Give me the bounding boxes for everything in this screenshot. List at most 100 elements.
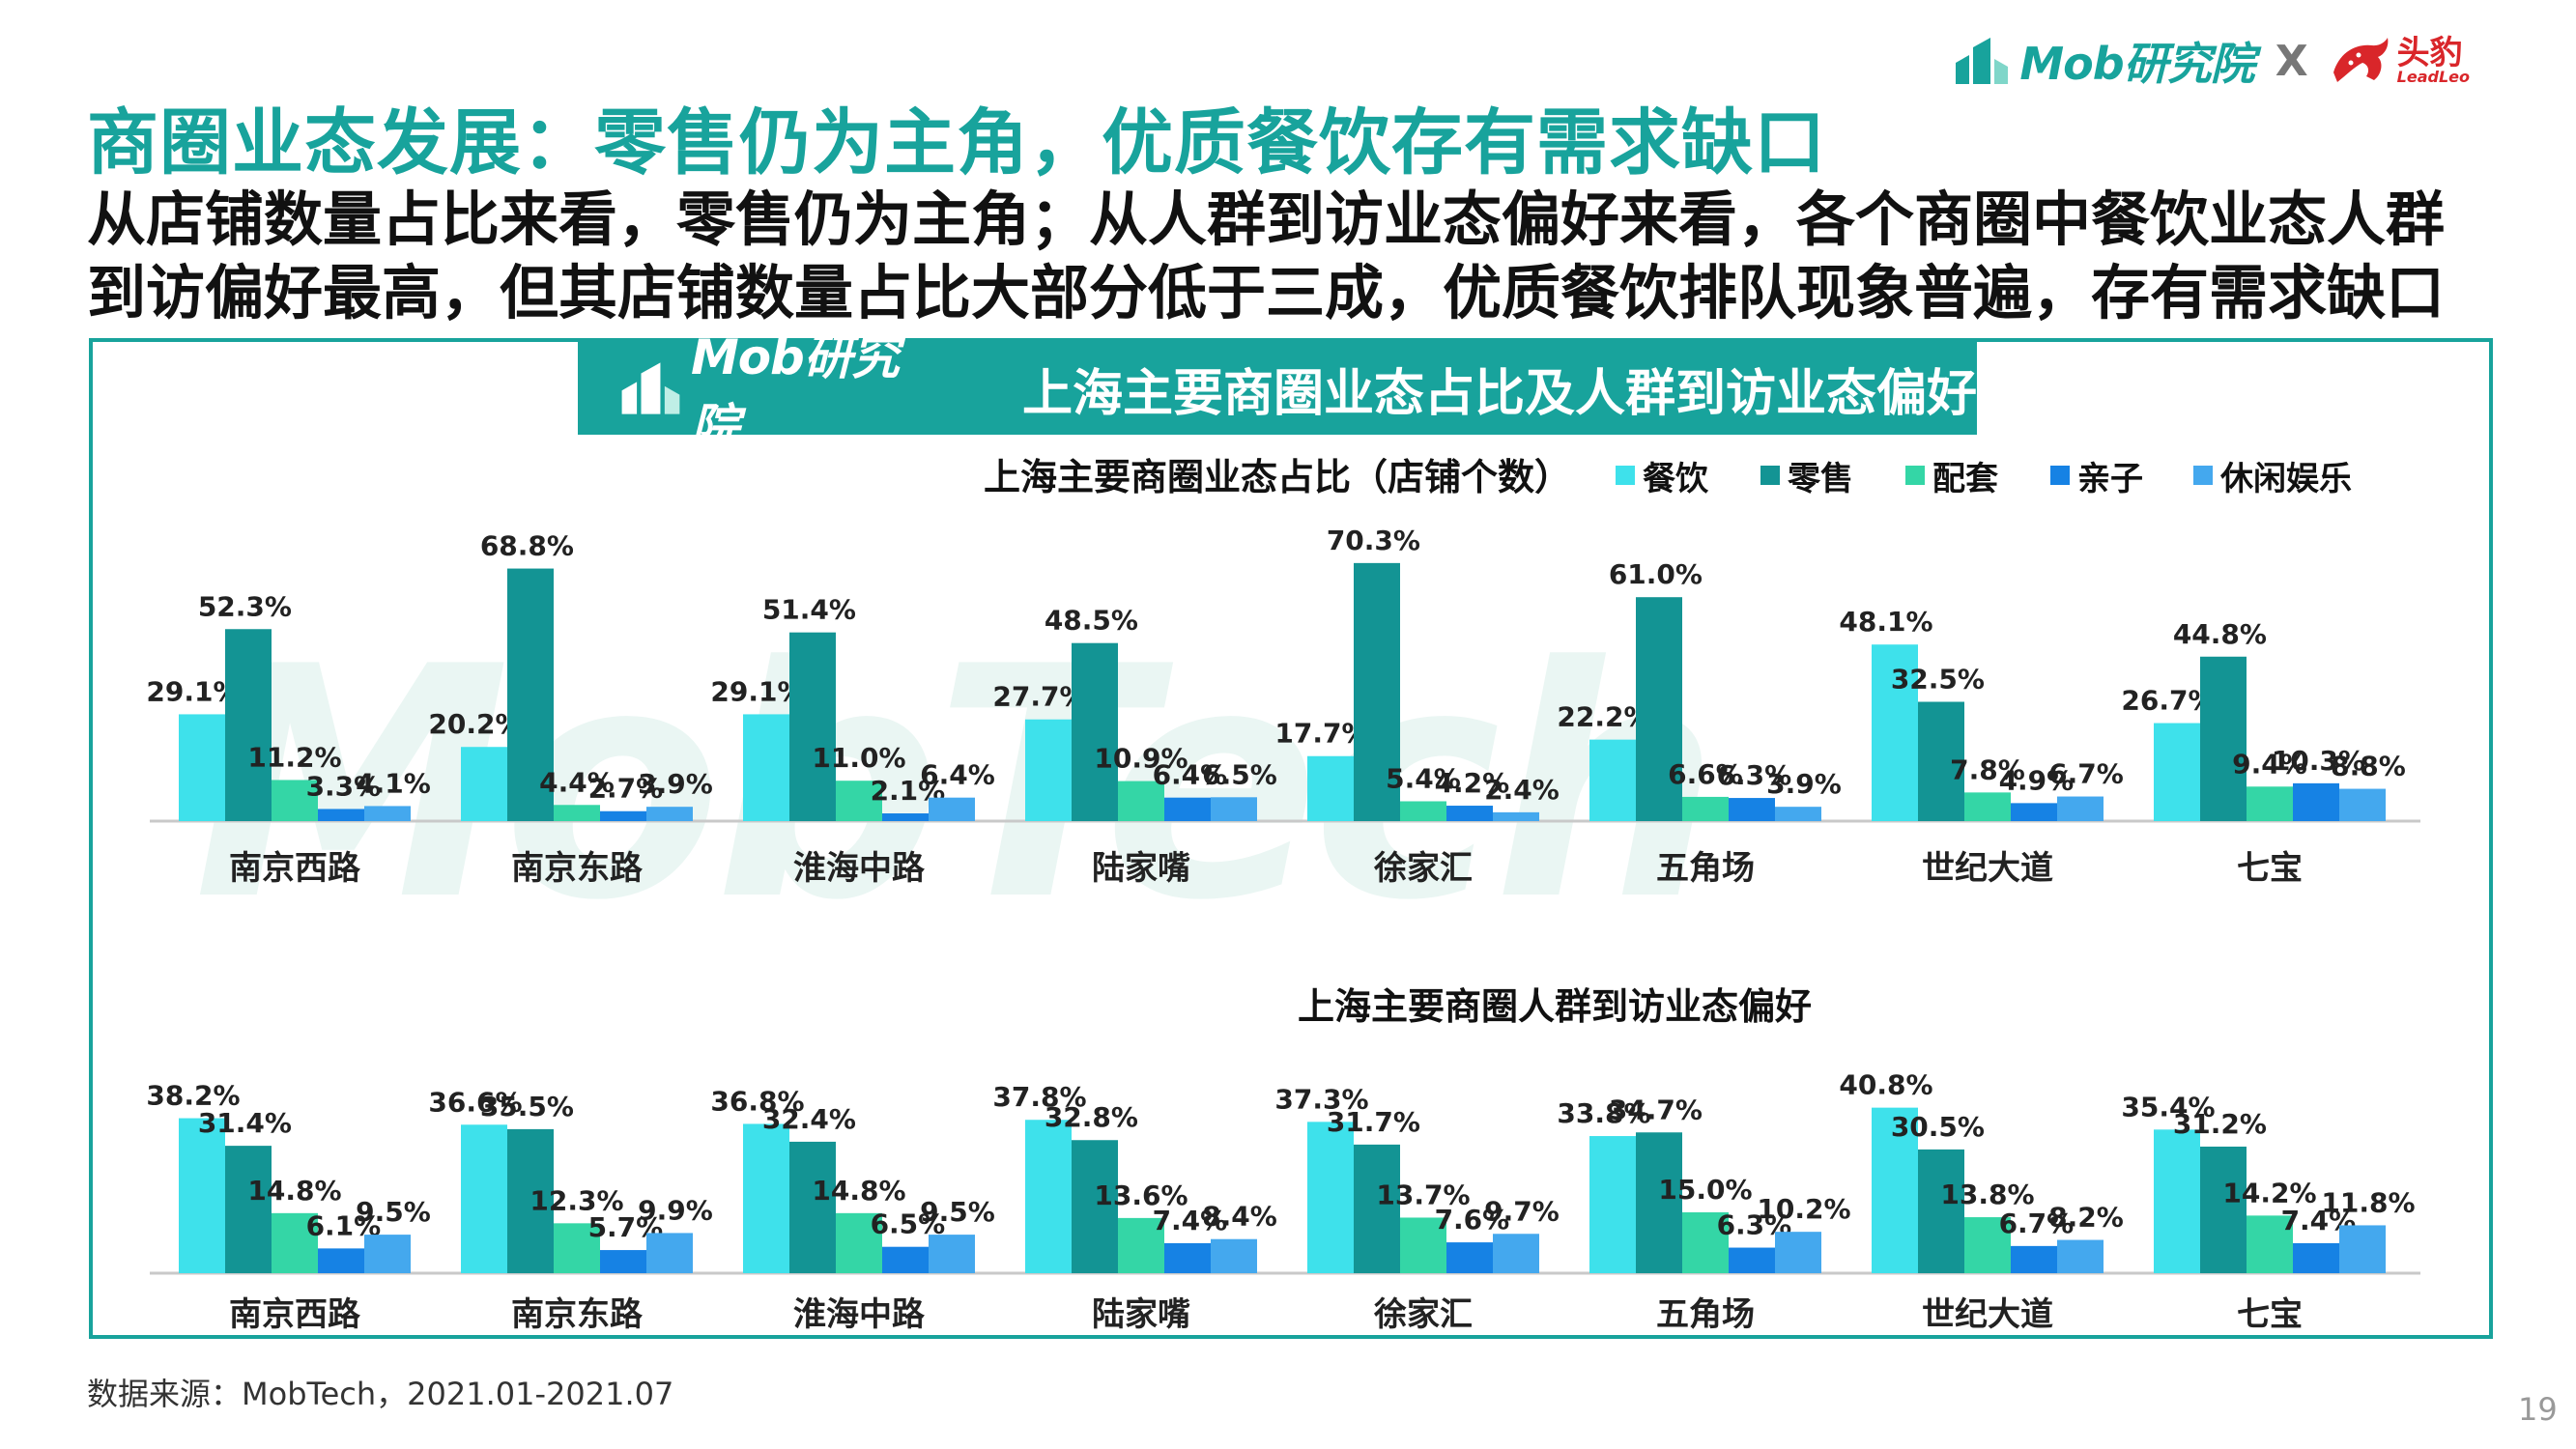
data-label: 6.6% xyxy=(1668,758,1743,790)
data-label: 11.0% xyxy=(812,742,905,774)
bar-餐饮 xyxy=(1872,1107,1918,1273)
data-label: 37.8% xyxy=(992,1081,1086,1113)
data-label: 7.8% xyxy=(1950,753,2025,785)
bar-餐饮 xyxy=(2154,1129,2200,1273)
data-label: 36.8% xyxy=(710,1085,804,1117)
data-label: 40.8% xyxy=(1839,1069,1932,1101)
data-label: 4.1% xyxy=(356,767,431,799)
chart-banner: Mob研究院 上海主要商圈业态占比及人群到访业态偏好 xyxy=(578,329,1977,455)
category-label: 世纪大道 xyxy=(1922,1295,2053,1334)
bar-餐饮 xyxy=(1589,1136,1636,1273)
bar-零售 xyxy=(1354,1144,1400,1273)
leadleo-en: LeadLeo xyxy=(2396,68,2470,86)
leopard-icon xyxy=(2333,38,2389,82)
data-label: 6.7% xyxy=(1999,1208,2075,1239)
data-label: 31.4% xyxy=(198,1107,292,1139)
data-label: 6.4% xyxy=(920,759,995,791)
bar-餐饮 xyxy=(1025,1120,1072,1273)
data-label: 4.9% xyxy=(1999,764,2075,796)
data-label: 68.8% xyxy=(480,530,574,562)
bar-配套 xyxy=(272,780,318,821)
bar-零售 xyxy=(1636,597,1682,821)
logo-separator: X xyxy=(2275,36,2308,86)
category-label: 徐家汇 xyxy=(1373,1295,1473,1334)
category-label: 五角场 xyxy=(1656,849,1755,888)
bar-餐饮 xyxy=(743,1123,789,1273)
data-label: 29.1% xyxy=(146,675,240,707)
bar-亲子 xyxy=(882,1246,929,1273)
bar-配套 xyxy=(1964,792,2011,821)
mob-logo-text: Mob研究院 xyxy=(2019,38,2254,90)
bar-零售 xyxy=(225,1146,272,1273)
banner-brand-text: Mob研究院 xyxy=(690,329,900,455)
legend-label: 零售 xyxy=(1788,460,1853,498)
bar-零售 xyxy=(789,632,836,821)
banner-brand: Mob研究院 xyxy=(616,319,935,458)
data-label: 32.4% xyxy=(762,1103,856,1135)
bar-配套 xyxy=(1400,1217,1446,1273)
bar-配套 xyxy=(1118,781,1164,821)
data-label: 4.2% xyxy=(1435,767,1510,799)
bar-配套 xyxy=(554,1223,600,1273)
leadleo-cn: 头豹 xyxy=(2396,34,2463,72)
data-label: 35.4% xyxy=(2121,1091,2215,1122)
data-label: 30.5% xyxy=(1891,1111,1985,1143)
mob-mark-icon xyxy=(621,362,680,414)
bar-亲子 xyxy=(1446,806,1493,821)
leadleo-logo: 头豹 LeadLeo xyxy=(2330,34,2470,88)
bar-零售 xyxy=(1072,1140,1118,1273)
bar-配套 xyxy=(836,781,882,821)
data-label: 32.5% xyxy=(1891,664,1985,696)
data-label: 61.0% xyxy=(1609,558,1703,590)
bar-休闲娱乐 xyxy=(1493,811,1539,821)
bar-休闲娱乐 xyxy=(1211,797,1257,821)
bar-餐饮 xyxy=(179,714,225,821)
bar-亲子 xyxy=(1164,797,1211,821)
data-source: 数据来源：MobTech，2021.01-2021.07 xyxy=(87,1376,674,1412)
bar-亲子 xyxy=(1729,1247,1775,1273)
page-subtitle: 从店铺数量占比来看，零售仍为主角；从人群到访业态偏好来看，各个商圈中餐饮业态人群… xyxy=(87,185,2446,327)
category-label: 陆家嘴 xyxy=(1092,849,1190,888)
data-label: 11.2% xyxy=(247,741,341,773)
data-label: 3.9% xyxy=(638,768,713,800)
data-label: 48.5% xyxy=(1045,605,1138,637)
data-label: 8.4% xyxy=(1202,1201,1277,1233)
data-label: 14.2% xyxy=(2222,1177,2316,1208)
data-label: 2.4% xyxy=(1484,774,1560,806)
data-label: 15.0% xyxy=(1658,1174,1752,1206)
chart-title: 上海主要商圈业态占比（店铺个数） xyxy=(984,456,1571,498)
bar-亲子 xyxy=(318,1248,364,1273)
bar-餐饮 xyxy=(1307,755,1354,821)
data-label: 9.4% xyxy=(2232,748,2307,780)
legend-swatch xyxy=(1905,466,1925,485)
data-label: 35.5% xyxy=(480,1091,574,1122)
bar-零售 xyxy=(1918,701,1964,821)
banner-title: 上海主要商圈业态占比及人群到访业态偏好 xyxy=(1021,364,1977,423)
bar-亲子 xyxy=(2011,1245,2057,1273)
bar-休闲娱乐 xyxy=(646,1233,693,1273)
bar-零售 xyxy=(1918,1149,1964,1273)
bar-配套 xyxy=(1400,801,1446,821)
data-label: 14.8% xyxy=(812,1175,905,1207)
data-label: 13.6% xyxy=(1094,1179,1188,1211)
legend-label: 休闲娱乐 xyxy=(2219,460,2352,498)
category-label: 南京西路 xyxy=(229,1295,361,1334)
data-label: 32.8% xyxy=(1045,1101,1138,1133)
data-label: 12.3% xyxy=(530,1184,623,1216)
bar-餐饮 xyxy=(461,747,507,821)
bar-亲子 xyxy=(318,809,364,821)
data-label: 37.3% xyxy=(1274,1083,1368,1115)
legend-label: 亲子 xyxy=(2077,460,2143,498)
data-label: 26.7% xyxy=(2121,685,2215,717)
bar-亲子 xyxy=(2293,1242,2339,1273)
data-label: 2.7% xyxy=(588,773,664,805)
category-label: 淮海中路 xyxy=(793,849,926,888)
data-label: 38.2% xyxy=(146,1080,240,1112)
data-label: 10.9% xyxy=(1094,743,1188,775)
data-label: 7.6% xyxy=(1435,1204,1510,1236)
bar-零售 xyxy=(1072,642,1118,821)
data-label: 6.7% xyxy=(2048,758,2124,790)
category-label: 五角场 xyxy=(1656,1295,1755,1334)
data-label: 6.4% xyxy=(1153,759,1228,791)
bar-餐饮 xyxy=(2154,723,2200,821)
